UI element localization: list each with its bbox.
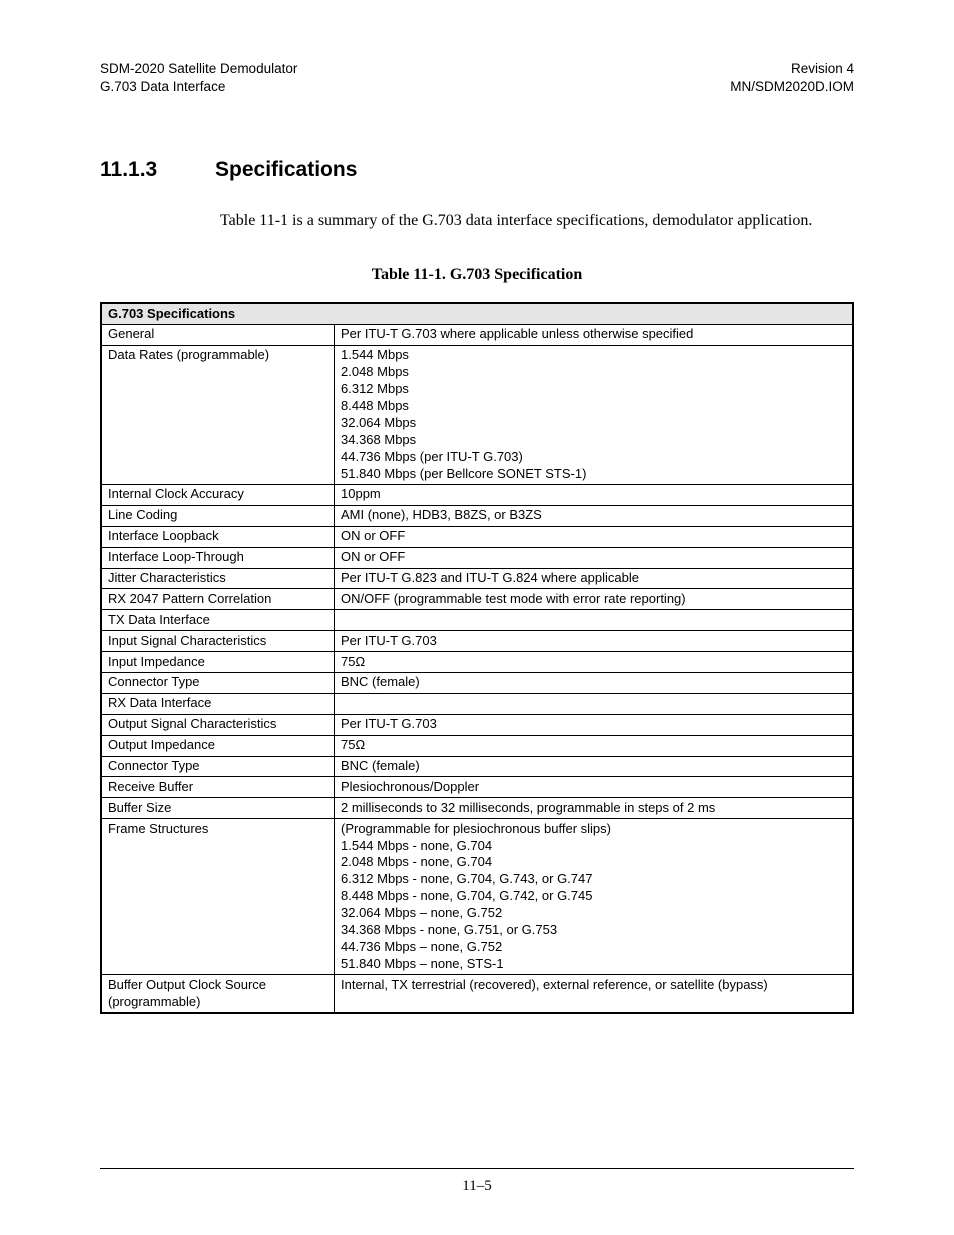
section-intro: Table 11-1 is a summary of the G.703 dat… xyxy=(220,210,854,232)
header-left-line1: SDM-2020 Satellite Demodulator xyxy=(100,60,297,78)
table-row: Jitter CharacteristicsPer ITU-T G.823 an… xyxy=(101,568,853,589)
table-cell-value: BNC (female) xyxy=(335,672,854,693)
table-cell-label: TX Data Interface xyxy=(101,610,335,631)
table-caption: Table 11-1. G.703 Specification xyxy=(100,266,854,284)
table-cell-label: Frame Structures xyxy=(101,819,335,975)
table-row: Input Impedance75Ω xyxy=(101,652,853,673)
table-cell-label: Data Rates (programmable) xyxy=(101,345,335,484)
header-right-line1: Revision 4 xyxy=(730,60,854,78)
table-cell-label: Receive Buffer xyxy=(101,777,335,798)
table-row: Interface LoopbackON or OFF xyxy=(101,526,853,547)
table-row: Connector TypeBNC (female) xyxy=(101,756,853,777)
table-cell-value: ON or OFF xyxy=(335,526,854,547)
table-cell-value xyxy=(335,610,854,631)
header-left: SDM-2020 Satellite Demodulator G.703 Dat… xyxy=(100,60,297,96)
table-row: Input Signal CharacteristicsPer ITU-T G.… xyxy=(101,631,853,652)
table-row: Output Signal CharacteristicsPer ITU-T G… xyxy=(101,714,853,735)
table-row: RX Data Interface xyxy=(101,693,853,714)
table-cell-label: RX Data Interface xyxy=(101,693,335,714)
table-cell-label: Line Coding xyxy=(101,505,335,526)
table-cell-value xyxy=(335,693,854,714)
table-cell-value: (Programmable for plesiochronous buffer … xyxy=(335,819,854,975)
table-cell-value: 75Ω xyxy=(335,735,854,756)
table-cell-value: BNC (female) xyxy=(335,756,854,777)
table-cell-label: Interface Loop-Through xyxy=(101,547,335,568)
table-cell-label: Output Signal Characteristics xyxy=(101,714,335,735)
table-cell-label: Input Impedance xyxy=(101,652,335,673)
table-cell-label: Buffer Size xyxy=(101,798,335,819)
table-cell-value: ON or OFF xyxy=(335,547,854,568)
table-cell-value: 1.544 Mbps2.048 Mbps6.312 Mbps8.448 Mbps… xyxy=(335,345,854,484)
running-header: SDM-2020 Satellite Demodulator G.703 Dat… xyxy=(100,60,854,96)
table-cell-label: Jitter Characteristics xyxy=(101,568,335,589)
table-cell-value: ON/OFF (programmable test mode with erro… xyxy=(335,589,854,610)
table-cell-value: AMI (none), HDB3, B8ZS, or B3ZS xyxy=(335,505,854,526)
table-cell-value: Plesiochronous/Doppler xyxy=(335,777,854,798)
header-right-line2: MN/SDM2020D.IOM xyxy=(730,78,854,96)
table-cell-value: 75Ω xyxy=(335,652,854,673)
section-number: 11.1.3 xyxy=(100,158,215,182)
table-cell-label: Input Signal Characteristics xyxy=(101,631,335,652)
footer-rule xyxy=(100,1168,854,1169)
table-row: Connector TypeBNC (female) xyxy=(101,672,853,693)
table-cell-value: Internal, TX terrestrial (recovered), ex… xyxy=(335,975,854,1013)
table-row: Data Rates (programmable)1.544 Mbps2.048… xyxy=(101,345,853,484)
header-left-line2: G.703 Data Interface xyxy=(100,78,297,96)
table-row: RX 2047 Pattern CorrelationON/OFF (progr… xyxy=(101,589,853,610)
table-row: Line CodingAMI (none), HDB3, B8ZS, or B3… xyxy=(101,505,853,526)
table-cell-label: Connector Type xyxy=(101,672,335,693)
table-cell-label: General xyxy=(101,324,335,345)
table-row: Interface Loop-ThroughON or OFF xyxy=(101,547,853,568)
table-cell-value: 10ppm xyxy=(335,484,854,505)
page-number: 11–5 xyxy=(0,1178,954,1195)
section-title: Specifications xyxy=(215,158,357,181)
table-row: GeneralPer ITU-T G.703 where applicable … xyxy=(101,324,853,345)
table-cell-label: Buffer Output Clock Source (programmable… xyxy=(101,975,335,1013)
table-row: TX Data Interface xyxy=(101,610,853,631)
table-cell-value: 2 milliseconds to 32 milliseconds, progr… xyxy=(335,798,854,819)
table-cell-value: Per ITU-T G.823 and ITU-T G.824 where ap… xyxy=(335,568,854,589)
table-cell-label: Interface Loopback xyxy=(101,526,335,547)
table-cell-value: Per ITU-T G.703 xyxy=(335,714,854,735)
header-right: Revision 4 MN/SDM2020D.IOM xyxy=(730,60,854,96)
spec-table-body: GeneralPer ITU-T G.703 where applicable … xyxy=(101,324,853,1013)
table-cell-label: Connector Type xyxy=(101,756,335,777)
table-header: G.703 Specifications xyxy=(101,303,853,324)
section-heading: 11.1.3Specifications xyxy=(100,158,854,182)
table-cell-label: Output Impedance xyxy=(101,735,335,756)
table-row: Buffer Size2 milliseconds to 32 millisec… xyxy=(101,798,853,819)
spec-table: G.703 Specifications GeneralPer ITU-T G.… xyxy=(100,302,854,1014)
table-row: Receive BufferPlesiochronous/Doppler xyxy=(101,777,853,798)
table-row: Output Impedance75Ω xyxy=(101,735,853,756)
table-row: Buffer Output Clock Source (programmable… xyxy=(101,975,853,1013)
table-row: Internal Clock Accuracy10ppm xyxy=(101,484,853,505)
table-cell-label: Internal Clock Accuracy xyxy=(101,484,335,505)
table-cell-label: RX 2047 Pattern Correlation xyxy=(101,589,335,610)
page: SDM-2020 Satellite Demodulator G.703 Dat… xyxy=(0,0,954,1235)
table-row: Frame Structures(Programmable for plesio… xyxy=(101,819,853,975)
table-cell-value: Per ITU-T G.703 xyxy=(335,631,854,652)
table-cell-value: Per ITU-T G.703 where applicable unless … xyxy=(335,324,854,345)
